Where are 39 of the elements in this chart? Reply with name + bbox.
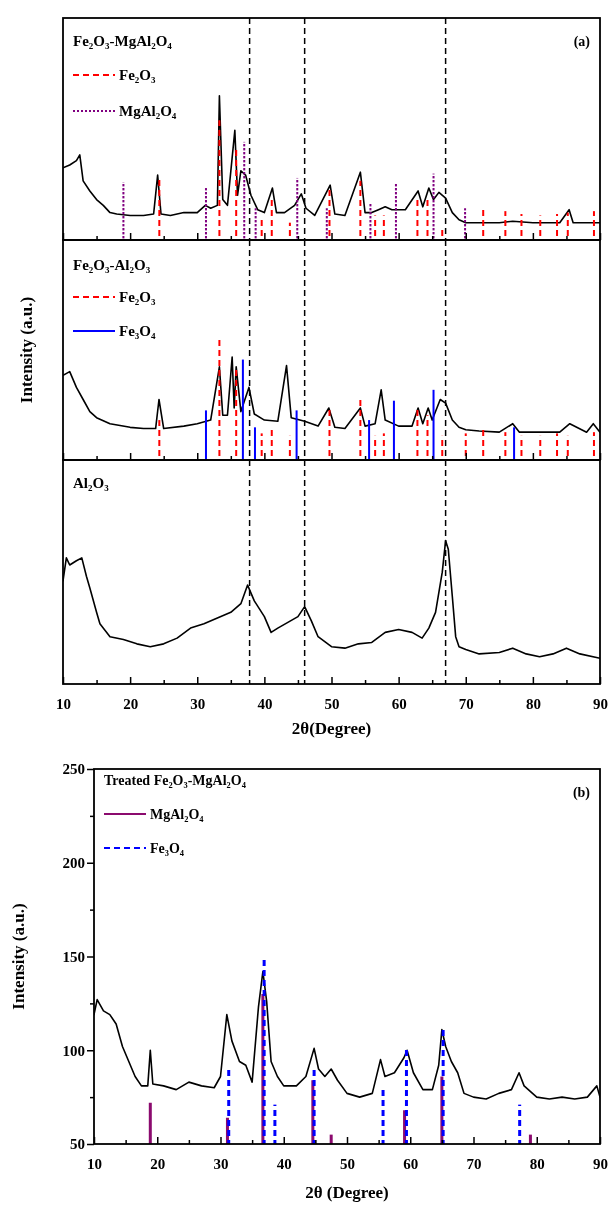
- x-tick-label: 90: [593, 695, 608, 712]
- x-tick-label: 80: [529, 1155, 545, 1172]
- legend-label: Fe₂O₃: [119, 289, 156, 305]
- y-tick-label: 200: [62, 855, 85, 872]
- x-tick-label: 50: [340, 1155, 355, 1172]
- x-tick-label: 60: [403, 1155, 419, 1172]
- x-tick-label: 40: [257, 695, 273, 712]
- x-tick-label: 70: [458, 695, 474, 712]
- text: (a): [573, 34, 591, 50]
- legend-label: MgAl₂O₄: [150, 807, 205, 822]
- x-tick-label: 10: [87, 1155, 102, 1172]
- x-tick-label: 20: [150, 1155, 166, 1172]
- legend-label: Fe₃O₄: [150, 841, 185, 856]
- y-axis-title: Intensity (a.u.): [9, 903, 28, 1010]
- y-tick-label: 150: [62, 948, 85, 965]
- legend-label: Fe₂O₃: [119, 67, 156, 83]
- x-axis-title: 2θ(Degree): [291, 719, 372, 738]
- x-tick-label: 60: [391, 695, 407, 712]
- x-axis-title: 2θ (Degree): [305, 1183, 389, 1202]
- x-tick-label: 90: [593, 1155, 608, 1172]
- x-tick-label: 30: [213, 1155, 229, 1172]
- legend-label: Fe₃O₄: [119, 323, 156, 339]
- legend-label: MgAl₂O₄: [119, 103, 177, 119]
- chart-title: Al₂O₃: [73, 475, 110, 491]
- x-tick-label: 70: [466, 1155, 482, 1172]
- x-tick-label: 30: [190, 695, 206, 712]
- x-tick-label: 10: [56, 695, 71, 712]
- x-tick-label: 80: [525, 695, 541, 712]
- chart-title: Treated Fe₂O₃-MgAl₂O₄: [104, 773, 247, 788]
- y-tick-label: 100: [62, 1042, 85, 1059]
- x-tick-label: 40: [276, 1155, 292, 1172]
- y-tick-label: 50: [70, 1136, 85, 1153]
- y-tick-label: 250: [62, 761, 85, 778]
- annotation: (b): [572, 785, 591, 801]
- x-tick-label: 50: [324, 695, 340, 712]
- chart-title: Fe₂O₃-MgAl₂O₄: [73, 33, 173, 49]
- x-tick-label: 20: [123, 695, 139, 712]
- chart-title: Fe₂O₃-Al₂O₃: [73, 257, 151, 273]
- y-axis-title: Intensity (a.u.): [17, 296, 36, 404]
